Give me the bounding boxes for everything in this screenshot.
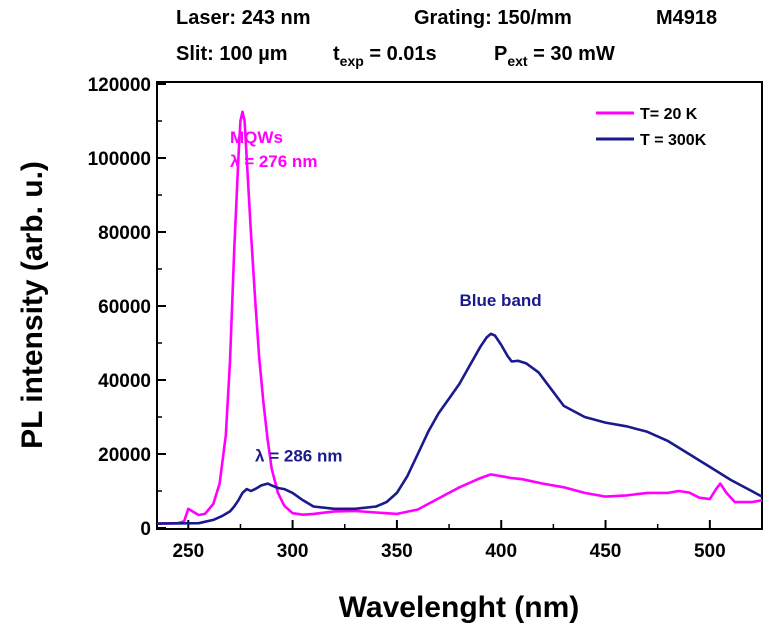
- header-slit: Slit: 100 µm: [176, 43, 288, 65]
- x-tick-label: 450: [590, 541, 622, 562]
- y-tick-label: 80000: [98, 223, 151, 244]
- annotations: MQWs λ = 276 nm Blue band λ = 286 nm: [230, 128, 542, 465]
- y-tick-label: 100000: [88, 149, 151, 170]
- header-grating: Grating: 150/mm: [414, 7, 572, 29]
- x-tick-label: 500: [694, 541, 726, 562]
- annotation-2: λ = 286 nm: [255, 446, 342, 465]
- series-line-0: [156, 110, 763, 525]
- y-axis-title: PL intensity (arb. u.): [16, 161, 49, 449]
- y-tick-label: 120000: [88, 75, 151, 96]
- y-tick-label: 20000: [98, 445, 151, 466]
- series-line-1: [156, 332, 763, 525]
- x-axis-title: Wavelenght (nm): [339, 591, 580, 624]
- legend: T= 20 K T = 300K: [596, 106, 707, 149]
- series-layer: [156, 110, 763, 525]
- x-tick-label: 300: [277, 541, 309, 562]
- y-tick-label: 0: [140, 519, 151, 540]
- y-tick-label: 60000: [98, 297, 151, 318]
- x-tick-label: 350: [381, 541, 413, 562]
- y-axis-ticks: 0 20000 40000 60000 80000 100000 120000: [88, 75, 166, 540]
- legend-label-20k: T= 20 K: [640, 106, 698, 123]
- annotation-1: Blue band: [460, 291, 542, 310]
- header-laser: Laser: 243 nm: [176, 7, 311, 29]
- chart-header: Laser: 243 nm Grating: 150/mm M4918 Slit…: [176, 7, 717, 69]
- x-tick-label: 250: [172, 541, 204, 562]
- header-texp: texp = 0.01s: [333, 43, 437, 69]
- y-tick-label: 40000: [98, 371, 151, 392]
- header-sample: M4918: [656, 7, 717, 29]
- x-axis-ticks: 250 300 350 400 450 500: [172, 520, 726, 562]
- header-pext: Pext = 30 mW: [494, 43, 615, 69]
- x-tick-label: 400: [485, 541, 517, 562]
- legend-label-300k: T = 300K: [640, 132, 707, 149]
- annotation-0: MQWs λ = 276 nm: [230, 128, 317, 171]
